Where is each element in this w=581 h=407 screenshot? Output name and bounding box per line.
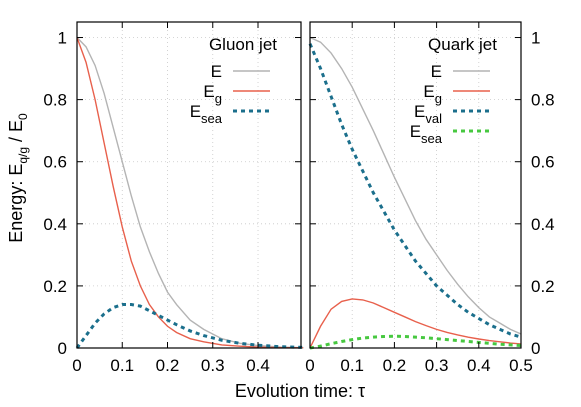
y-axis-label-sub: q/g	[16, 147, 30, 164]
y-tick-label: 0.2	[531, 277, 555, 296]
series-line-esea	[309, 334, 522, 350]
panel-title: Quark jet	[428, 35, 497, 54]
legend-label-e: E	[431, 62, 442, 81]
legend-label-esea: Esea	[190, 102, 223, 126]
y-tick-label: 0.6	[531, 153, 555, 172]
x-tick-label: 0.3	[425, 356, 449, 375]
plot-frame	[309, 21, 522, 349]
x-tick-label: 0	[72, 356, 81, 375]
x-tick-label: 0.2	[383, 356, 407, 375]
legend-label-eg: Eg	[423, 82, 442, 106]
series-line-eg	[76, 37, 304, 349]
y-axis-label: Energy: Eq/g / E0	[6, 113, 30, 243]
y-tick-label: 0	[531, 339, 540, 358]
y-tick-label: 0.2	[43, 277, 67, 296]
y-tick-label: 0.8	[43, 91, 67, 110]
x-tick-label: 0	[305, 356, 314, 375]
x-tick-label: 0.1	[110, 356, 134, 375]
y-axis-label-main: Energy: E	[6, 164, 26, 243]
gluon-jet-panel: 0 0.1 0.2 0.3 0.4 0 0.2 0.4 0.6 0.8 1 Gluon jet EEgE…	[43, 21, 304, 375]
series-line-e	[309, 36, 522, 335]
x-tick-label: 0.2	[156, 356, 180, 375]
series-line-esea	[75, 303, 304, 349]
series-line-eg	[309, 298, 522, 349]
x-tick-label: 0.4	[246, 356, 270, 375]
series-line-e	[76, 37, 304, 349]
legend-label-eg: Eg	[203, 82, 222, 106]
y-tick-label: 0	[58, 339, 67, 358]
y-axis-label-tail: / E	[6, 120, 26, 147]
x-tick-label: 0.3	[201, 356, 225, 375]
y-tick-label: 0.8	[531, 91, 555, 110]
y-tick-label: 0.4	[43, 215, 67, 234]
legend-label-e: E	[211, 62, 222, 81]
plot-frame	[76, 21, 302, 349]
panel-title: Gluon jet	[209, 35, 277, 54]
legend-label-eval: Eval	[414, 102, 442, 126]
series-line-eval	[308, 43, 522, 339]
x-axis-label: Evolution time: τ	[235, 381, 365, 401]
y-axis-label-sub2: 0	[16, 113, 30, 120]
y-tick-label: 0.6	[43, 153, 67, 172]
x-tick-label: 0.5	[509, 356, 533, 375]
x-tick-label: 0.1	[340, 356, 364, 375]
x-tick-label: 0.4	[467, 356, 491, 375]
legend-label-esea: Esea	[410, 122, 443, 146]
y-tick-label: 1	[58, 29, 67, 48]
y-tick-label: 1	[531, 29, 540, 48]
y-tick-label: 0.4	[531, 215, 555, 234]
